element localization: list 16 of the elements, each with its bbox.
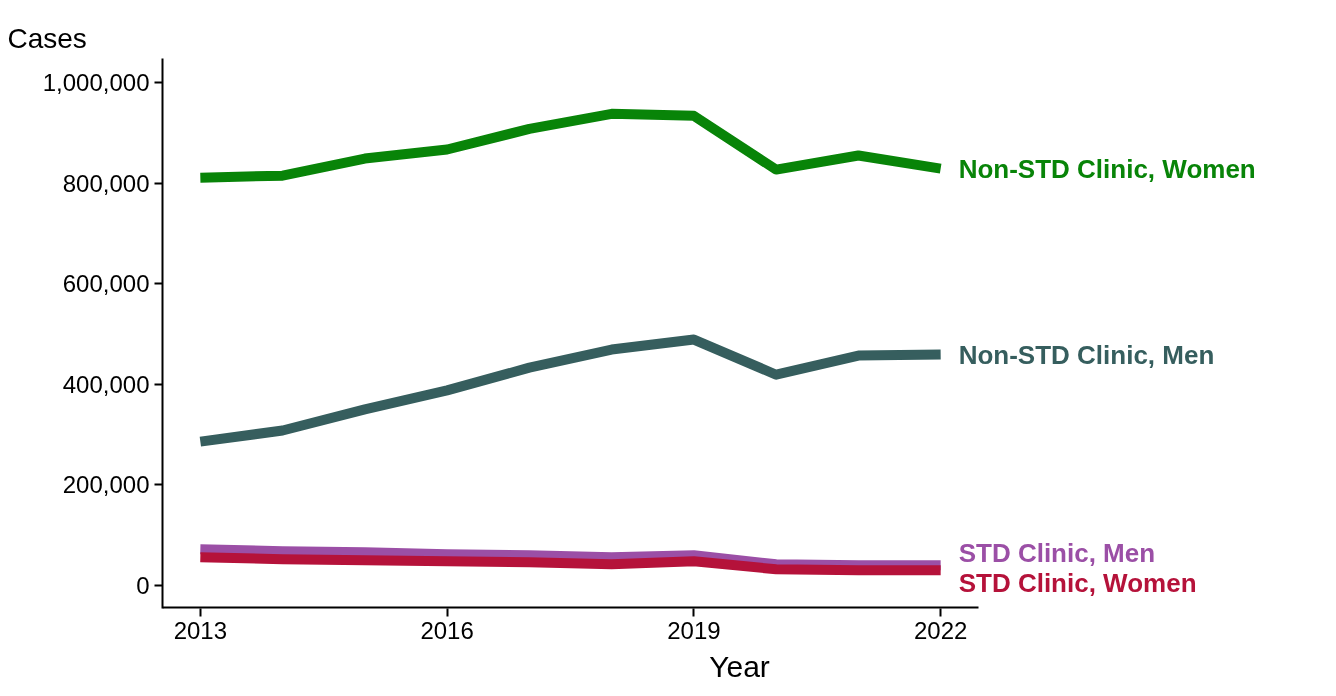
series-label: Non-STD Clinic, Women <box>958 153 1256 184</box>
y-tick-label: 1,000,000 <box>42 69 150 97</box>
y-tick-label: 400,000 <box>62 370 150 398</box>
y-tick-label: 800,000 <box>62 169 150 197</box>
y-tick-label: 200,000 <box>62 471 150 499</box>
x-tick-label: 2019 <box>667 616 721 644</box>
y-tick-label: 0 <box>136 571 150 599</box>
x-axis-title: Year <box>709 649 770 683</box>
y-axis-title: Cases <box>7 22 87 54</box>
series-label: STD Clinic, Men <box>958 537 1156 568</box>
x-tick-label: 2016 <box>420 616 474 644</box>
series-label: STD Clinic, Women <box>958 567 1197 598</box>
x-tick-label: 2022 <box>913 616 968 644</box>
series-label: Non-STD Clinic, Men <box>958 339 1215 370</box>
x-tick-label: 2013 <box>173 616 228 644</box>
y-tick-label: 600,000 <box>62 270 150 298</box>
